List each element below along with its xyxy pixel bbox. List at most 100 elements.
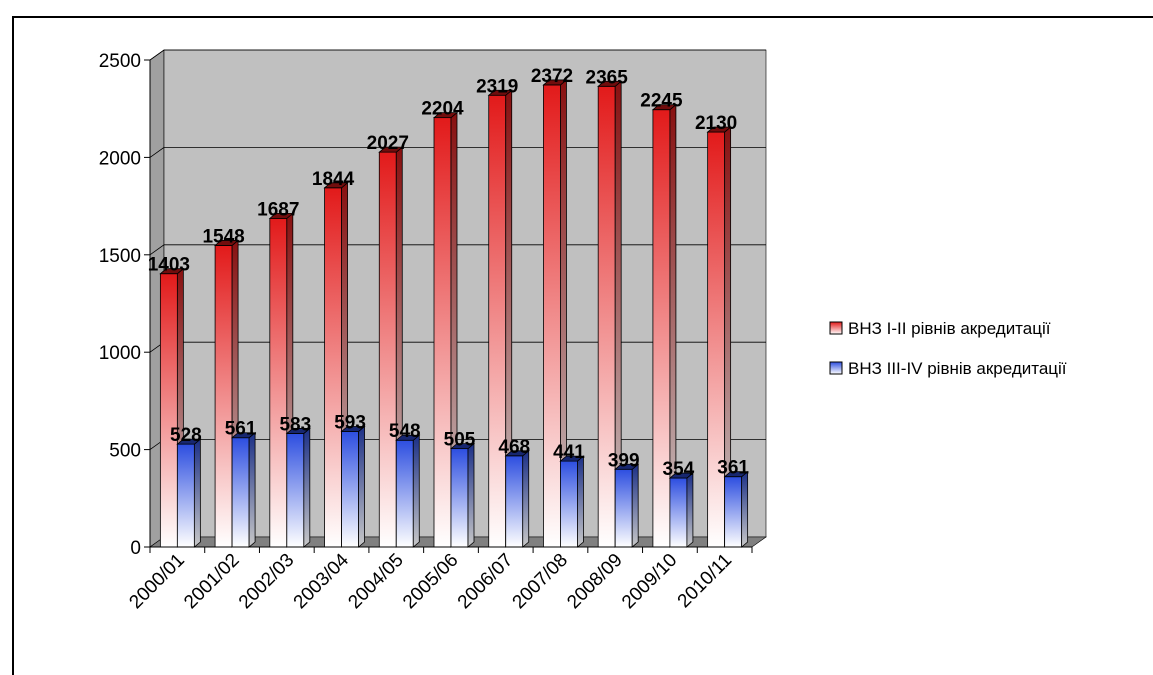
bar-vnz-3-4-2007-08-top [559, 455, 585, 462]
bar-vnz-3-4-2007-08 [559, 455, 585, 548]
bar-vnz-1-2-2004-05-front [378, 151, 397, 548]
bar-vnz-1-2-2000-01 [159, 267, 185, 548]
bar-vnz-1-2-2007-08 [542, 79, 568, 548]
data-label: 593 [334, 412, 366, 433]
bar-vnz-1-2-2000-01-front [159, 273, 178, 548]
legend-label: ВНЗ І-ІІ рівнів акредитації [848, 319, 1051, 338]
bar-vnz-1-2-2003-04-top [323, 182, 349, 189]
bar-vnz-1-2-2002-03 [268, 212, 294, 548]
bar-vnz-3-4-2006-07 [504, 449, 530, 548]
data-label: 468 [498, 437, 530, 458]
data-label: 2319 [476, 76, 518, 97]
bar-vnz-1-2-2002-03-top [268, 212, 294, 219]
bars [159, 79, 749, 548]
bar-vnz-3-4-2007-08-front [560, 460, 578, 548]
bar-vnz-3-4-2001-02-side [248, 431, 256, 548]
x-tick-label: 2003/04 [290, 549, 354, 613]
x-tick-label: 2001/02 [180, 550, 243, 613]
bar-vnz-3-4-2000-01-top [176, 438, 202, 445]
bar-vnz-1-2-2007-08-front [543, 84, 561, 548]
bar-vnz-3-4-2001-02 [230, 431, 257, 548]
legend-label: ВНЗ ІІІ-IV рівнів акредитації [848, 359, 1067, 378]
bar-vnz-3-4-2009-10-top [668, 472, 695, 479]
legend-swatch [829, 361, 843, 375]
y-tick-label: 1500 [99, 246, 141, 267]
bar-vnz-3-4-2002-03 [285, 427, 311, 548]
data-label: 354 [663, 459, 695, 480]
data-label: 583 [279, 414, 311, 435]
bar-vnz-1-2-2004-05-top [378, 146, 404, 153]
x-tick-label: 2010/11 [674, 550, 736, 612]
data-label: 1403 [148, 255, 190, 276]
data-label: 2204 [421, 99, 464, 120]
bar-vnz-1-2-2009-10-top [651, 104, 678, 111]
bar-vnz-3-4-2003-04-front [341, 431, 359, 548]
data-label: 528 [170, 425, 202, 446]
bar-vnz-1-2-2005-06-front [433, 117, 452, 548]
legend: ВНЗ І-ІІ рівнів акредитації ВНЗ ІІІ-IV рі… [829, 319, 1067, 378]
bar-vnz-3-4-2001-02-front [231, 437, 250, 548]
x-tick-label: 2008/09 [563, 550, 626, 613]
data-label: 505 [444, 430, 476, 451]
bar-vnz-1-2-2002-03-front [269, 217, 288, 548]
y-tick-label: 2000 [99, 148, 141, 169]
bar-vnz-3-4-2006-07-front [505, 455, 524, 548]
bar-vnz-3-4-2002-03-top [285, 428, 311, 434]
bar-vnz-1-2-2007-08-top [542, 79, 568, 86]
bar-vnz-3-4-2010-11 [723, 470, 749, 548]
bar-vnz-3-4-2004-05 [395, 434, 421, 548]
bar-vnz-1-2-2010-11 [706, 126, 732, 548]
bar-vnz-3-4-2000-01 [176, 438, 202, 548]
data-label: 441 [553, 442, 585, 463]
data-label: 399 [608, 450, 640, 471]
bar-vnz-3-4-2009-10-front [669, 477, 688, 548]
bar-vnz-1-2-2008-09 [597, 80, 623, 548]
bar-vnz-3-4-2004-05-top [395, 434, 421, 441]
data-label: 2372 [531, 66, 573, 87]
bar-vnz-3-4-2005-06 [449, 442, 476, 548]
bar-vnz-1-2-2009-10-front [652, 109, 671, 548]
bar-vnz-1-2-2009-10 [651, 103, 678, 548]
bar-vnz-3-4-2010-11-top [723, 471, 749, 478]
bar-vnz-3-4-2008-09-side [631, 463, 639, 548]
legend-swatch [829, 321, 843, 335]
x-tick-label: 2007/08 [509, 550, 572, 613]
bar-vnz-3-4-2006-07-side [522, 449, 530, 548]
bar-vnz-3-4-2009-10-side [686, 472, 694, 548]
data-label: 2245 [640, 91, 683, 112]
y-tick-label: 0 [130, 538, 141, 559]
bar-vnz-1-2-2006-07-top [487, 89, 513, 96]
x-tick-label: 2004/05 [344, 550, 407, 613]
bar-vnz-1-2-2008-09-top [597, 80, 623, 87]
data-labels: 1403 528 1548 561 1687 583 1844 593 2027 548 2204 5… [148, 66, 750, 480]
bar-vnz-1-2-2000-01-top [159, 268, 185, 275]
data-label: 361 [717, 458, 749, 479]
bar-vnz-1-2-2005-06-top [432, 112, 459, 119]
bar-vnz-3-4-2008-09 [614, 463, 640, 548]
chart-frame [12, 16, 1153, 675]
bar-vnz-3-4-2006-07-top [504, 450, 530, 457]
data-label: 1844 [312, 169, 355, 190]
y-tick-label: 500 [109, 441, 141, 462]
data-label: 2130 [695, 113, 737, 134]
bar-vnz-1-2-2006-07-front [488, 94, 507, 548]
bar-vnz-3-4-2005-06-top [449, 443, 476, 450]
data-label: 548 [389, 421, 421, 442]
bar-vnz-1-2-2003-04-front [324, 187, 342, 548]
bar-vnz-3-4-2004-05-side [412, 434, 420, 548]
bar-vnz-3-4-2005-06-side [467, 442, 475, 548]
y-tick-label: 2500 [99, 51, 141, 72]
bar-vnz-3-4-2003-04-top [340, 426, 366, 432]
x-tick-label: 2006/07 [454, 550, 517, 613]
data-label: 1687 [257, 199, 299, 220]
bar-vnz-3-4-2008-09-top [614, 463, 640, 470]
data-label: 2365 [586, 67, 629, 88]
bar-vnz-3-4-2000-01-side [193, 438, 201, 548]
bar-vnz-3-4-2002-03-side [303, 427, 311, 548]
bar-vnz-3-4-2008-09-front [614, 468, 633, 548]
bar-vnz-3-4-2007-08-side [577, 455, 584, 548]
bar-vnz-3-4-2009-10 [668, 472, 695, 548]
gridline [149, 49, 766, 61]
bar-vnz-3-4-2003-04-side [358, 425, 365, 548]
